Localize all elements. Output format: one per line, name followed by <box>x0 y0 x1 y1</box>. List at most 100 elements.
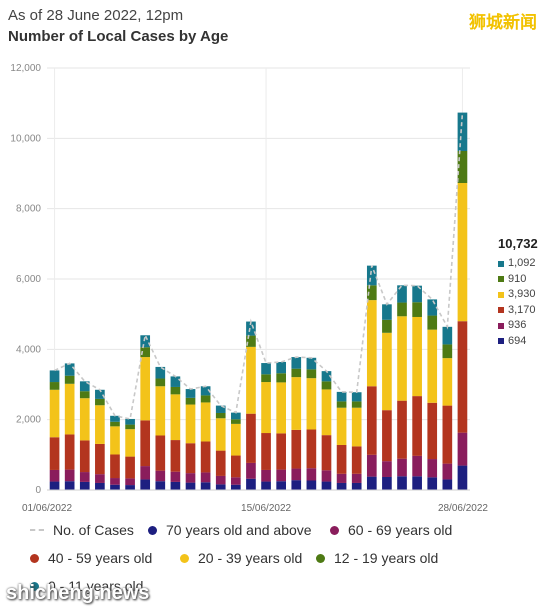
bar-segment <box>215 405 226 413</box>
bar-segment <box>321 371 332 382</box>
bar-segment <box>95 405 105 444</box>
bar-segment <box>397 285 407 303</box>
legend-item[interactable]: No. of Cases <box>30 522 134 538</box>
bar-segment <box>110 426 120 455</box>
legend-item[interactable]: 40 - 59 years old <box>30 550 152 566</box>
bar-segment <box>291 468 302 481</box>
bar-segment <box>397 316 407 401</box>
bar-segment <box>170 376 181 387</box>
side-legend-item: 1,092 <box>498 256 538 272</box>
bar-segment <box>140 335 151 348</box>
bar-segment <box>382 476 392 490</box>
legend-item[interactable]: 20 - 39 years old <box>180 550 302 566</box>
bar-segment <box>215 484 226 490</box>
bar-segment <box>427 299 438 316</box>
legend-item[interactable]: 70 years old and above <box>148 522 312 538</box>
bar-segment <box>336 444 347 474</box>
bar-segment <box>336 473 347 483</box>
bar-segment <box>382 332 392 411</box>
bar-segment <box>110 484 120 490</box>
bar-segment <box>231 423 241 456</box>
bar-segment <box>427 477 438 490</box>
bar-segment <box>231 419 241 424</box>
bar-segment <box>397 302 407 317</box>
bar-segment <box>336 401 347 408</box>
bar-segment <box>336 391 347 402</box>
y-tick-label: 8,000 <box>16 204 41 215</box>
bar-segment <box>185 482 196 490</box>
bar-segment <box>110 415 120 422</box>
side-legend-total: 10,732 <box>498 236 538 251</box>
bar-segment <box>140 466 151 480</box>
legend-swatch-icon <box>498 276 504 283</box>
y-tick-label: 12,000 <box>10 63 41 74</box>
bar-segment <box>442 358 453 406</box>
legend-dot-icon <box>316 553 325 563</box>
bar-segment <box>125 478 135 486</box>
bar-segment <box>457 465 468 490</box>
bar-segment <box>291 429 302 469</box>
bar-segment <box>442 405 453 464</box>
bar-segment <box>306 480 317 490</box>
legend-item[interactable]: 60 - 69 years old <box>330 522 452 538</box>
bar-segment <box>366 300 377 387</box>
bar-segment <box>306 429 317 469</box>
bar-segment <box>155 386 166 436</box>
bar-segment <box>246 462 256 479</box>
bar-segment <box>185 397 196 405</box>
x-tick-label: 01/06/2022 <box>22 503 72 514</box>
side-legend-item: 694 <box>498 334 538 350</box>
bar-segment <box>95 443 105 475</box>
legend-swatch-icon <box>498 338 504 345</box>
side-legend-value: 694 <box>508 334 527 347</box>
legend-swatch-icon <box>498 307 504 314</box>
bar-segment <box>442 479 453 490</box>
bar-segment <box>125 429 135 457</box>
bar-segment <box>306 357 317 370</box>
bar-segment <box>185 473 196 483</box>
bar-segment <box>215 412 226 419</box>
side-legend-value: 1,092 <box>508 257 536 269</box>
bar-segment <box>64 383 75 435</box>
bar-segment <box>306 468 317 481</box>
legend-item[interactable]: 12 - 19 years old <box>316 550 438 566</box>
bar-segment <box>291 357 302 369</box>
watermark-text: shicheng.news <box>6 582 150 604</box>
bar-segment <box>64 363 75 376</box>
bar-segment <box>231 455 241 478</box>
bar-segment <box>321 389 332 436</box>
bar-segment <box>110 421 120 427</box>
bar-segment <box>412 316 422 397</box>
bar-segment <box>49 437 60 470</box>
side-legend-item: 910 <box>498 272 538 288</box>
bar-segment <box>95 482 105 490</box>
bar-segment <box>412 302 422 317</box>
legend-label: 20 - 39 years old <box>198 550 303 566</box>
bar-segment <box>261 363 271 375</box>
bar-segment <box>246 321 256 336</box>
legend-label: 60 - 69 years old <box>348 522 453 538</box>
bar-segment <box>79 398 90 441</box>
y-tick-label: 2,000 <box>16 415 41 426</box>
bar-segment <box>110 454 120 479</box>
legend-swatch-icon <box>498 322 504 329</box>
x-tick-label: 15/06/2022 <box>241 503 291 514</box>
legend-swatch-icon <box>498 260 504 267</box>
legend-item[interactable]: 0 - 11 years old <box>30 578 143 594</box>
bar-segment <box>276 382 286 434</box>
bar-segment <box>246 335 256 347</box>
bar-segment <box>276 361 286 374</box>
bar-segment <box>366 285 377 301</box>
bar-segment <box>291 368 302 378</box>
legend-label: No. of Cases <box>53 522 134 538</box>
bar-segment <box>351 401 362 408</box>
bar-segment <box>215 475 226 485</box>
bar-segment <box>306 378 317 430</box>
legend-label: 40 - 59 years old <box>48 550 153 566</box>
bar-segment <box>276 433 286 470</box>
bar-segment <box>140 479 151 490</box>
bar-segment <box>336 482 347 490</box>
side-legend-value: 936 <box>508 319 527 331</box>
side-legend-value: 3,170 <box>508 303 536 316</box>
brand-logo-text: 狮城新闻 <box>469 13 537 33</box>
